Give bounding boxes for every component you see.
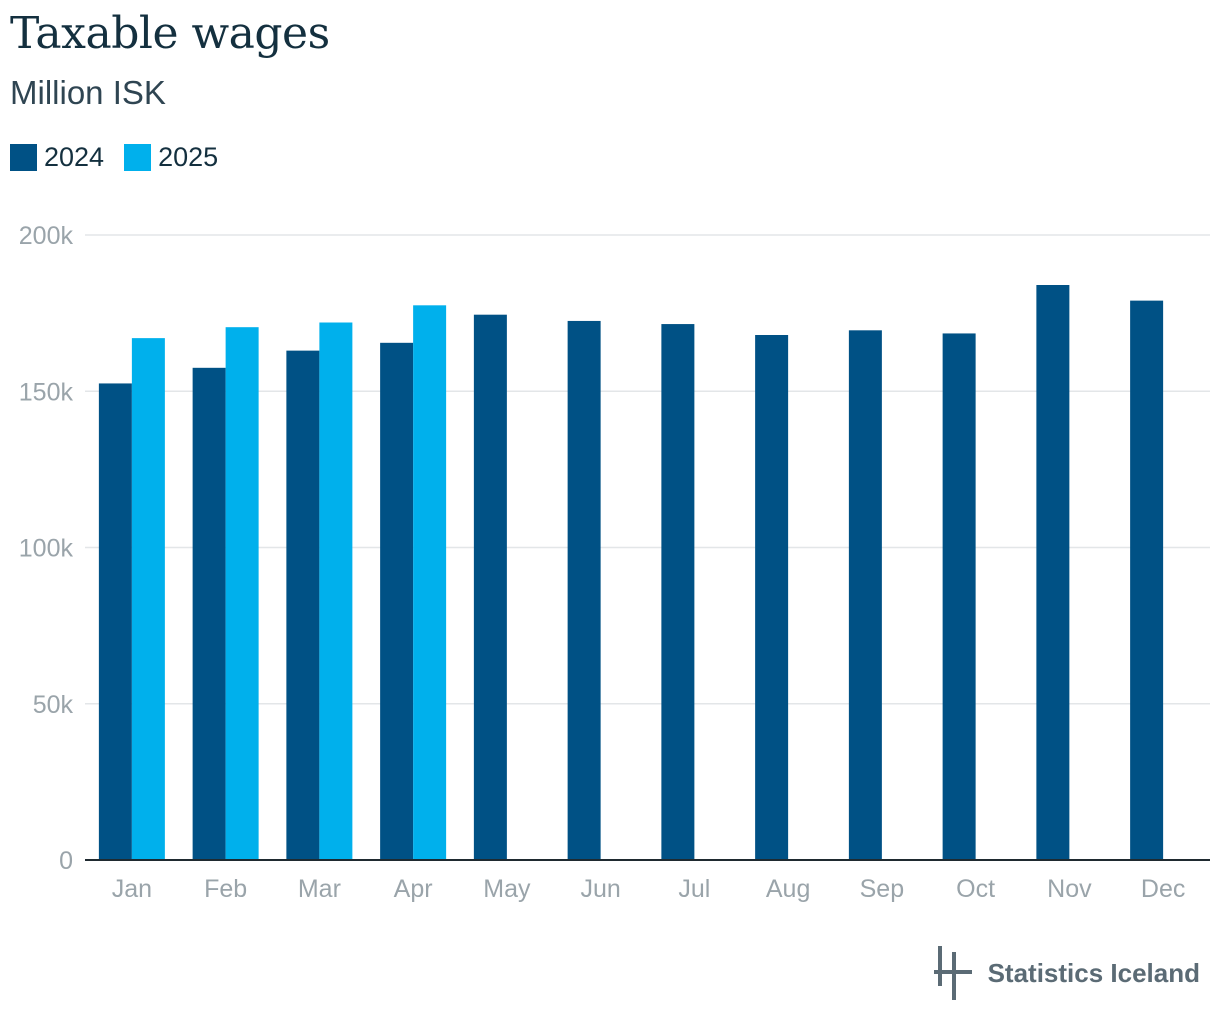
chart-plot: 0 50k 100k 150k 200k Jan Feb Mar Apr May Jun Jul Au… <box>19 222 1210 903</box>
x-tick-label-may: May <box>483 875 531 903</box>
logo-text: Statistics Iceland <box>987 957 1200 988</box>
bar-2024-apr[interactable] <box>380 342 414 860</box>
bar-2024-aug[interactable] <box>755 335 789 860</box>
legend-label-2024: 2024 <box>44 142 105 172</box>
x-axis-ticks: Jan Feb Mar Apr May Jun Jul Aug Sep Oct Nov Dec <box>112 875 1186 903</box>
legend-item-2025[interactable]: 2025 <box>124 142 218 173</box>
bar-2025-mar[interactable] <box>319 322 353 861</box>
x-tick-label-dec: Dec <box>1141 875 1185 903</box>
x-tick-label-oct: Oct <box>956 875 995 903</box>
bar-2024-feb[interactable] <box>192 367 226 860</box>
bar-2024-jun[interactable] <box>567 320 601 860</box>
chart-subtitle: Million ISK <box>10 74 166 111</box>
bar-2024-nov[interactable] <box>1036 285 1070 860</box>
bar-2024-jul[interactable] <box>661 324 695 860</box>
bar-2024-oct[interactable] <box>942 333 976 860</box>
bar-2024-may[interactable] <box>473 314 507 860</box>
x-tick-label-mar: Mar <box>298 875 341 903</box>
statistics-iceland-logo-icon <box>933 946 972 1000</box>
y-tick-label: 0 <box>59 847 73 875</box>
y-tick-label: 100k <box>19 535 74 563</box>
bar-2024-mar[interactable] <box>286 350 320 860</box>
chart-title: Taxable wages <box>10 8 330 59</box>
x-tick-label-aug: Aug <box>766 875 810 903</box>
y-tick-label: 200k <box>19 222 74 250</box>
bar-2024-jan[interactable] <box>98 383 132 860</box>
x-tick-label-feb: Feb <box>204 875 247 903</box>
gridlines <box>85 234 1210 705</box>
legend-item-2024[interactable]: 2024 <box>10 142 104 173</box>
x-tick-label-jul: Jul <box>678 875 710 903</box>
bar-2025-apr[interactable] <box>413 305 447 860</box>
bar-2025-feb[interactable] <box>225 327 259 860</box>
bars <box>98 285 1164 861</box>
legend-swatch-2025 <box>124 144 152 171</box>
legend-label-2025: 2025 <box>158 142 219 172</box>
x-tick-label-nov: Nov <box>1047 875 1092 903</box>
legend: 2024 2025 <box>10 142 238 173</box>
x-tick-label-apr: Apr <box>394 875 433 903</box>
x-tick-label-jun: Jun <box>580 875 620 903</box>
y-tick-label: 150k <box>19 378 74 406</box>
statistics-iceland-logo[interactable]: Statistics Iceland <box>933 946 1200 1000</box>
y-tick-label: 50k <box>33 691 74 719</box>
legend-swatch-2024 <box>10 144 37 171</box>
x-tick-label-sep: Sep <box>860 875 904 903</box>
bar-2025-jan[interactable] <box>131 338 165 860</box>
bar-2024-dec[interactable] <box>1130 300 1164 860</box>
bar-2024-sep[interactable] <box>848 330 882 860</box>
y-axis-ticks: 0 50k 100k 150k 200k <box>19 222 74 875</box>
x-tick-label-jan: Jan <box>112 875 152 903</box>
